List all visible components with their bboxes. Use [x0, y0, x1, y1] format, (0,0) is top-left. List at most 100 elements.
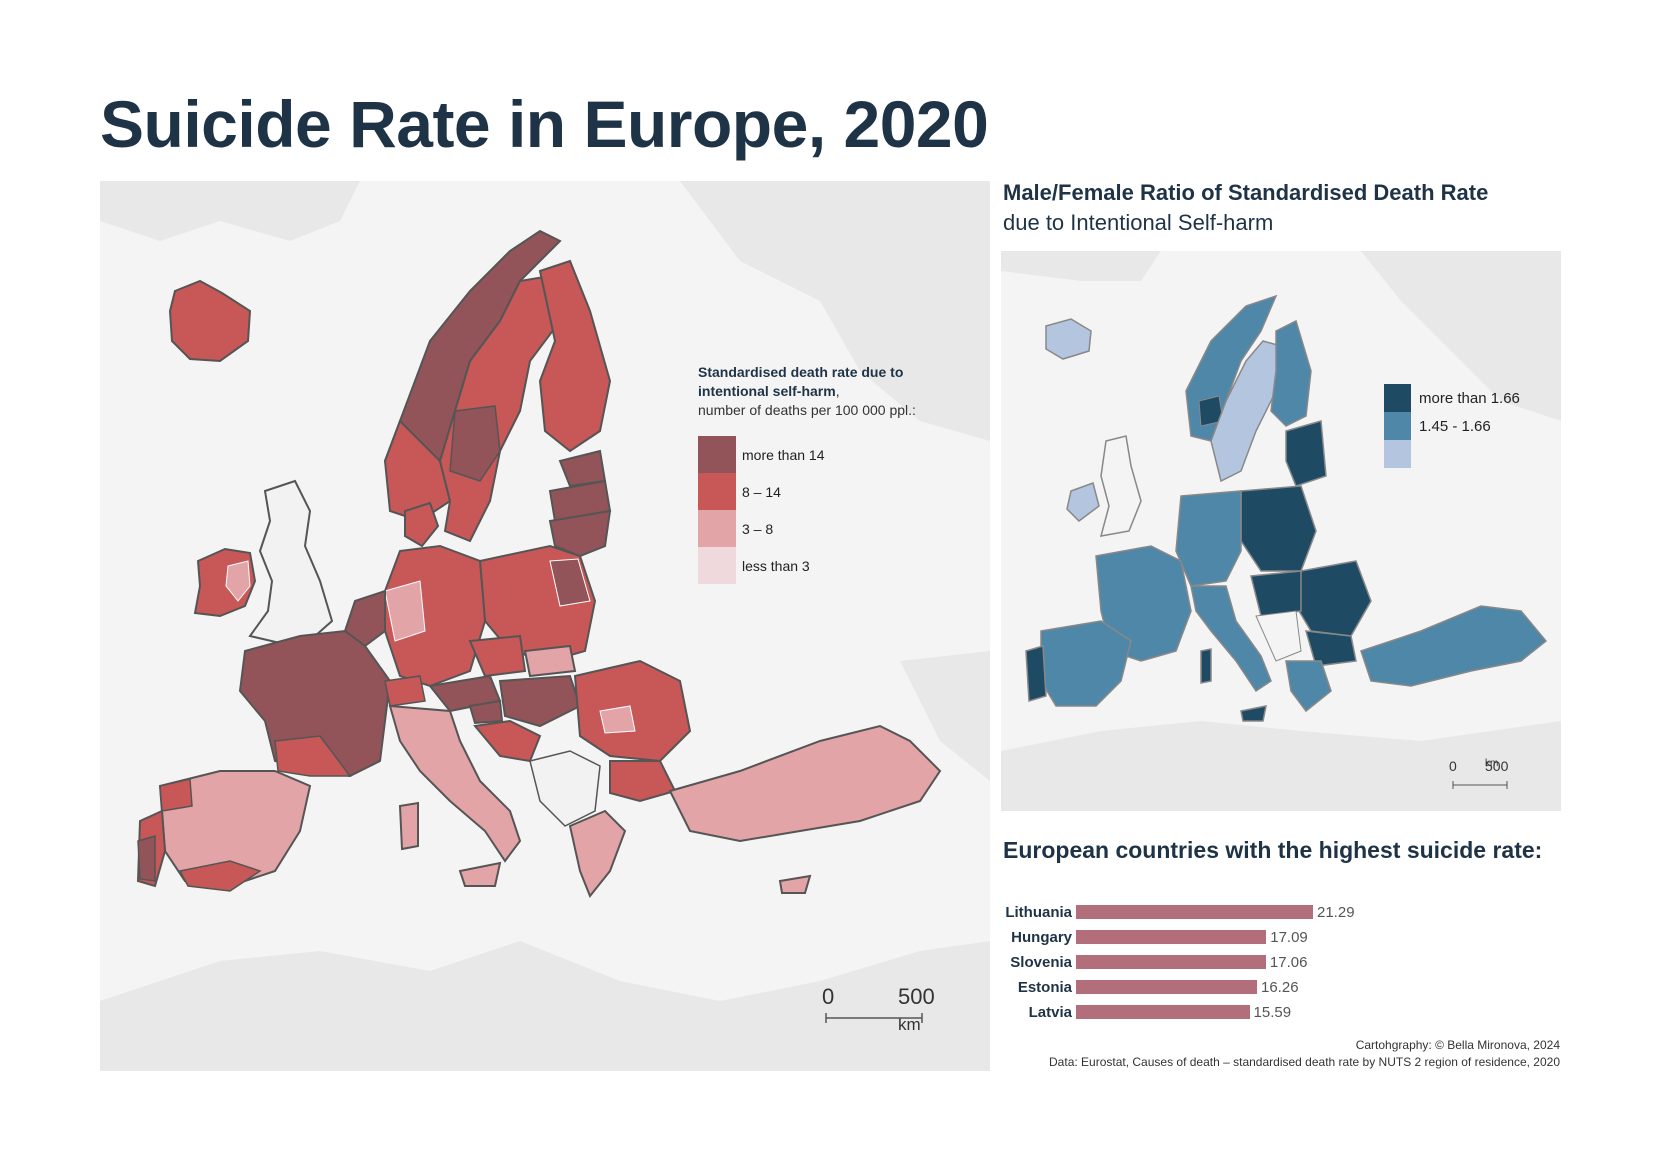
- bar-country-label: Latvia: [1028, 1003, 1072, 1021]
- ratio-bulgaria: [1304, 630, 1357, 667]
- region-czechia: [468, 634, 527, 678]
- legend-label: 8 – 14: [742, 483, 781, 500]
- scale-zero: 0: [822, 984, 835, 1009]
- region-poland-east: [549, 558, 591, 607]
- region-turkey: [668, 724, 942, 843]
- bar-fill: [1076, 955, 1266, 969]
- ratio-iceland: [1045, 318, 1092, 360]
- left-scale-bar: 0 500 km: [822, 984, 962, 1034]
- bar-fill: [1076, 930, 1267, 944]
- credits: Cartohgraphy: © Bella Mironova, 2024 Dat…: [1049, 1037, 1560, 1071]
- bar-row: Latvia 15.59: [1000, 1000, 1291, 1024]
- east-landmass: [900, 651, 990, 781]
- legend-item: 8 – 14: [698, 473, 978, 510]
- right-scale-bar: 0 500 km: [1449, 758, 1509, 789]
- right-map-title: Male/Female Ratio of Standardised Death …: [1003, 180, 1489, 235]
- legend-title: Standardised death rate due to intention…: [698, 364, 904, 399]
- legend-item: more than 14: [698, 436, 978, 473]
- ratio-legend-item: [1384, 440, 1520, 468]
- bar-value: 21.29: [1317, 903, 1355, 921]
- legend-swatch: [698, 473, 736, 510]
- bar-country-label: Lithuania: [1005, 903, 1072, 921]
- legend-label: more than 14: [742, 446, 825, 463]
- bar-fill: [1076, 980, 1257, 994]
- region-greece: [568, 809, 627, 898]
- region-estonia: [558, 449, 607, 488]
- region-croatia: [473, 719, 542, 763]
- region-sweden-central: [449, 405, 501, 482]
- region-cyprus: [778, 874, 812, 894]
- region-spain: [158, 770, 312, 888]
- region-portugal-south: [137, 834, 156, 882]
- ratio-turkey: [1360, 605, 1548, 687]
- ratio-poland: [1240, 485, 1317, 572]
- region-germany-west: [384, 580, 426, 642]
- region-iceland: [168, 279, 252, 363]
- ratio-sicily: [1240, 705, 1267, 722]
- ratio-spain: [1040, 620, 1132, 707]
- region-balkans: [529, 750, 601, 827]
- region-italy: [388, 704, 522, 863]
- right-legend: more than 1.66 1.45 - 1.66: [1384, 384, 1520, 468]
- ratio-legend-swatch: [1384, 412, 1411, 440]
- bar-country-label: Slovenia: [1010, 953, 1072, 971]
- region-ireland-east: [225, 560, 251, 602]
- bar-fill: [1076, 905, 1313, 919]
- ratio-balkans: [1255, 610, 1302, 662]
- bar-country-label: Estonia: [1017, 978, 1072, 996]
- credit-cartography: Cartohgraphy: © Bella Mironova, 2024: [1355, 1038, 1560, 1052]
- bar-country-label: Hungary: [1011, 928, 1072, 946]
- region-benelux: [343, 589, 386, 648]
- ratio-legend-item: more than 1.66: [1384, 384, 1520, 412]
- region-switzerland: [384, 675, 426, 707]
- europe-map-left: [100, 181, 990, 1071]
- region-hungary: [498, 674, 582, 728]
- region-france-south: [274, 735, 352, 777]
- region-uk: [248, 479, 334, 645]
- region-spain-north: [159, 778, 193, 812]
- bar-row: Hungary 17.09: [1000, 925, 1308, 949]
- region-sardinia: [398, 801, 419, 851]
- ratio-romania: [1295, 560, 1372, 637]
- left-legend: Standardised death rate due to intention…: [698, 363, 978, 584]
- legend-swatch: [698, 436, 736, 473]
- region-romania: [573, 659, 692, 763]
- ratio-legend-label: more than 1.66: [1419, 389, 1520, 407]
- ratio-ireland: [1066, 482, 1100, 522]
- ratio-legend-item: 1.45 - 1.66: [1384, 412, 1520, 440]
- ratio-legend-swatch: [1384, 440, 1411, 468]
- scale-500: 500 km: [898, 984, 935, 1034]
- legend-subtitle: number of deaths per 100 000 ppl.:: [698, 402, 916, 418]
- region-andalusia: [178, 860, 262, 892]
- legend-swatch: [698, 510, 736, 547]
- region-slovenia: [468, 699, 504, 725]
- north-africa-landmass: [100, 941, 990, 1071]
- region-sicily: [458, 861, 502, 887]
- ratio-sardinia: [1200, 648, 1212, 684]
- ratio-sweden: [1210, 340, 1282, 483]
- page-title: Suicide Rate in Europe, 2020: [100, 87, 989, 161]
- ratio-germany: [1175, 490, 1242, 587]
- greenland-landmass: [100, 181, 360, 241]
- ratio-italy: [1190, 585, 1272, 693]
- bar-row: Estonia 16.26: [1000, 975, 1299, 999]
- suicide-rate-map: [100, 181, 990, 1071]
- region-bulgaria: [609, 760, 677, 803]
- bars-title: European countries with the highest suic…: [1003, 837, 1543, 863]
- bar-value: 16.26: [1261, 978, 1299, 996]
- bar-value: 17.09: [1270, 928, 1308, 946]
- bar-value: 15.59: [1253, 1003, 1292, 1021]
- bar-row: Lithuania 21.29: [1000, 900, 1355, 924]
- bar-fill: [1076, 1005, 1250, 1019]
- ratio-finland: [1270, 319, 1312, 427]
- legend-items: more than 14 8 – 14 3 – 8 less than 3: [698, 436, 978, 584]
- russia-landmass: [680, 181, 990, 441]
- bar-value: 17.06: [1269, 953, 1308, 971]
- ratio-uk: [1099, 435, 1142, 537]
- ratio-portugal: [1025, 645, 1047, 702]
- credit-data-source: Data: Eurostat, Causes of death – standa…: [1049, 1055, 1560, 1069]
- scale-line: [825, 1013, 923, 1023]
- region-finland: [538, 259, 612, 453]
- ratio-map: [1001, 251, 1561, 811]
- legend-label: 3 – 8: [742, 520, 774, 537]
